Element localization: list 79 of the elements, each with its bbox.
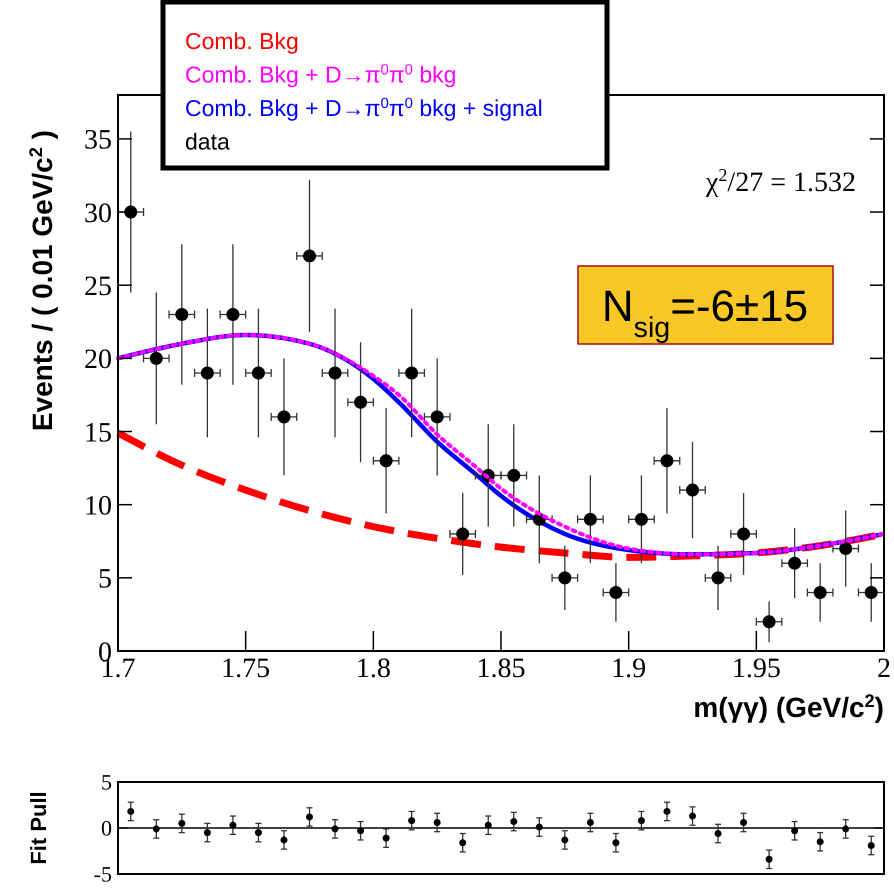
x-axis-title: m(γγ) (GeV/c$^{2}$) (693, 691, 884, 723)
point (612, 839, 620, 846)
point (178, 820, 186, 827)
point (430, 410, 444, 424)
point (842, 825, 850, 832)
y-tick-label: 15 (84, 417, 112, 448)
point (788, 556, 802, 570)
point (868, 842, 875, 849)
x-tick-label: 1.75 (221, 653, 270, 684)
point (762, 615, 776, 628)
x-tick-label: 1.85 (476, 653, 526, 684)
point (459, 839, 466, 846)
point (686, 484, 699, 497)
point (252, 366, 265, 380)
x-tick-label: 1.9 (611, 653, 646, 684)
y-tick-label: -5 (94, 862, 112, 887)
point (357, 827, 364, 834)
y-tick-label: 35 (84, 124, 112, 156)
point (280, 836, 288, 844)
y-axis-title: Fit Pull (26, 791, 51, 865)
point (254, 829, 262, 836)
point (536, 824, 543, 831)
point (714, 830, 722, 838)
point (712, 571, 725, 584)
point (380, 454, 393, 468)
point (456, 527, 470, 540)
point (586, 818, 594, 826)
point (558, 571, 572, 584)
point (814, 586, 827, 599)
point (204, 829, 211, 836)
point (484, 822, 492, 829)
y-tick-label: 25 (84, 271, 112, 302)
x-tick-label: 2 (877, 653, 891, 684)
point (689, 812, 696, 820)
y-tick-label: 0 (101, 816, 112, 841)
point (740, 818, 748, 826)
y-tick-label: 10 (84, 490, 112, 522)
point (328, 366, 342, 380)
x-tick-label: 1.95 (732, 653, 781, 684)
annotation: N$_{sig}$=-6±15 (602, 282, 808, 344)
point (229, 822, 236, 829)
point (584, 512, 597, 526)
point (175, 308, 188, 321)
point (864, 586, 878, 599)
point (152, 825, 160, 832)
point (200, 366, 214, 380)
point (127, 808, 134, 815)
point (791, 827, 798, 834)
point (306, 813, 313, 820)
legend: Comb. Bkg Comb. Bkg + D→π$^{0}$π$^{0}$ bkg Comb. Bkg + D→π$^{0}$π$^{0}$ bkg + signal data (160, 0, 610, 170)
point (124, 206, 138, 219)
point (354, 396, 368, 409)
x-tick-label: 1.8 (356, 653, 391, 684)
y-tick-label: 5 (98, 564, 112, 595)
point (150, 352, 163, 365)
point (277, 410, 290, 424)
point (332, 825, 339, 832)
point (737, 527, 750, 540)
y-tick-label: 20 (84, 344, 112, 376)
point (660, 454, 674, 468)
point (303, 249, 316, 262)
point (663, 808, 670, 815)
point (510, 818, 518, 826)
annotation: χ$^{2}$/27 = 1.532 (704, 165, 856, 198)
y-tick-label: 30 (84, 198, 112, 229)
point (609, 586, 622, 599)
point (816, 838, 824, 846)
point (434, 818, 441, 826)
point (382, 834, 390, 842)
point (507, 468, 520, 482)
y-tick-label: 5 (101, 770, 112, 795)
point (839, 542, 852, 556)
point (405, 366, 418, 380)
point (561, 836, 568, 844)
point (408, 817, 416, 824)
point (638, 817, 645, 824)
point (766, 856, 773, 863)
point (634, 512, 648, 526)
point (226, 308, 240, 321)
